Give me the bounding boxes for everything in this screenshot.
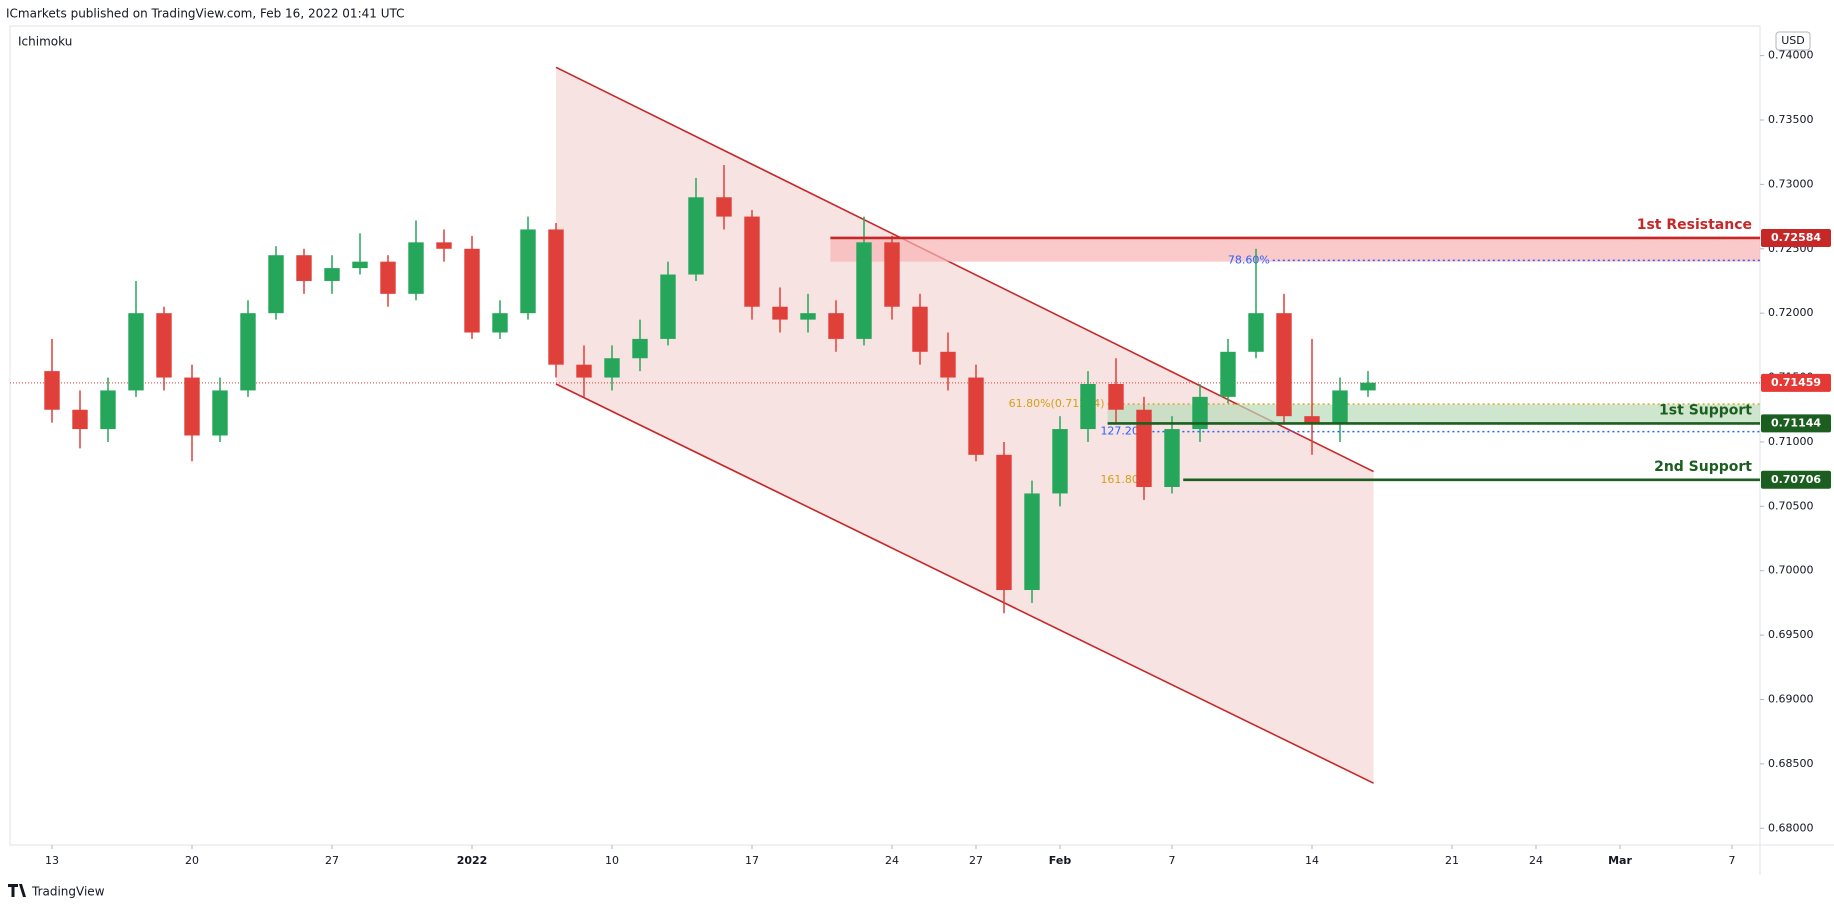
candle-body [856,242,872,339]
x-tick-label: 24 [1529,854,1543,867]
x-tick-label: 27 [969,854,983,867]
currency: USD [1781,34,1805,47]
candle-body [968,377,984,455]
y-tick-label: 0.69000 [1768,692,1814,705]
candle-body [156,313,172,378]
candle-body [772,306,788,320]
currency-box [1775,31,1811,51]
candle-body [1360,382,1376,391]
x-tick-label: Mar [1608,854,1632,867]
candle-body [212,390,228,436]
candle-body [1192,396,1208,430]
candle-body [1052,429,1068,494]
level-zone [1107,404,1760,424]
candle-body [520,229,536,314]
candle-body [1220,351,1236,397]
candle-body [1136,409,1152,488]
y-tick-label: 0.71000 [1768,435,1814,448]
indicator-name: Ichimoku [18,35,72,49]
x-tick-label: 7 [1169,854,1176,867]
last-price-label: 0.71459 [1771,376,1821,389]
candle-body [408,242,424,294]
candle-body [436,242,452,249]
fib-label: 78.60% [1228,253,1270,266]
y-tick-label: 0.73500 [1768,113,1814,126]
y-tick-label: 0.68500 [1768,757,1814,770]
candle-body [184,377,200,436]
candle-body [996,454,1012,591]
y-tick-label: 0.69500 [1768,628,1814,641]
level-name: 2nd Support [1654,459,1752,475]
level-name: 1st Resistance [1637,217,1752,233]
level-price: 0.71144 [1771,416,1821,429]
level-price: 0.70706 [1771,473,1821,486]
candle-body [1024,493,1040,591]
y-tick-label: 0.73000 [1768,177,1814,190]
x-tick-label: 24 [885,854,899,867]
candle-body [44,371,60,410]
level-zone [830,237,1760,262]
plot-frame [9,25,1761,846]
candle-body [912,306,928,352]
level-price-box [1761,414,1831,433]
candle-body [1304,416,1320,423]
y-tick-label: 0.68000 [1768,821,1814,834]
candle-body [688,197,704,275]
last-price-box [1761,373,1831,392]
candle-body [1248,313,1264,352]
candle-body [828,313,844,339]
channel-fill [556,67,1374,784]
candle-body [800,313,816,320]
x-tick-label: 10 [605,854,619,867]
candle-body [716,197,732,217]
x-tick-label: 7 [1729,854,1736,867]
candle-body [744,216,760,307]
candle-body [100,390,116,430]
candle-body [576,364,592,378]
candle-body [1164,429,1180,488]
candle-body [940,351,956,378]
channel-line [555,383,1374,784]
candle-body [324,268,340,281]
x-tick-label: 13 [45,854,59,867]
level-price-box [1761,228,1831,247]
candle-body [1080,383,1096,430]
x-tick-label: 21 [1445,854,1459,867]
candle-body [1108,383,1124,410]
x-tick-label: 27 [325,854,339,867]
candle-body [1276,313,1292,417]
y-tick-label: 0.74000 [1768,49,1814,62]
candle-body [660,274,676,339]
level-name: 1st Support [1659,402,1752,418]
level-price-box [1761,470,1831,489]
candle-body [128,313,144,391]
candle-body [296,255,312,281]
y-tick-label: 0.70000 [1768,564,1814,577]
channel-line [555,66,1374,473]
x-tick-label: 20 [185,854,199,867]
y-tick-label: 0.72000 [1768,306,1814,319]
tv-logo [8,884,26,897]
candle-body [884,242,900,307]
publisher-line: ICmarkets published on TradingView.com, … [6,7,404,21]
x-tick-label: 14 [1305,854,1319,867]
x-tick-label: 17 [745,854,759,867]
candle-body [632,338,648,359]
x-tick-label: Feb [1049,854,1072,867]
level-price: 0.72584 [1771,231,1821,244]
candle-body [492,313,508,333]
candle-body [72,409,88,430]
candle-body [548,229,564,365]
y-tick-label: 0.70500 [1768,499,1814,512]
candle-body [1332,390,1348,423]
candle-body [380,261,396,294]
x-tick-label: 2022 [457,854,488,867]
candle-body [268,255,284,314]
candle-body [240,313,256,391]
footer: TradingView [31,885,105,899]
candle-body [604,358,620,378]
candle-body [352,261,368,269]
candle-body [464,248,480,333]
